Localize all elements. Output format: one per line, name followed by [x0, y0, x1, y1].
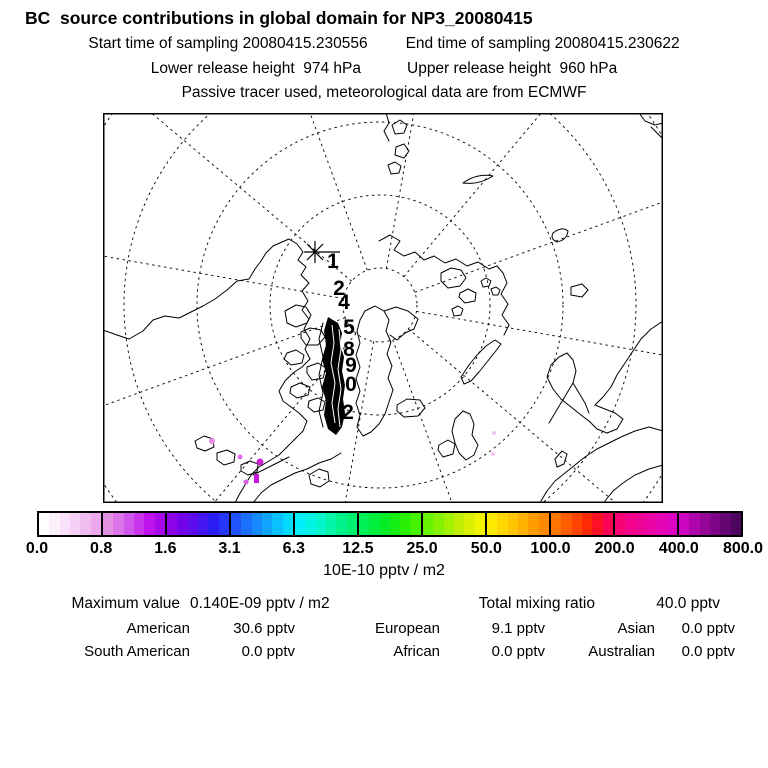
region-label: African [393, 643, 440, 660]
upper-release-text: Upper release height 960 hPa [407, 60, 618, 77]
region-label: Australian [588, 643, 655, 660]
total-ratio-value: 40.0 pptv [656, 595, 720, 612]
figure-title: BC source contributions in global domain… [25, 8, 533, 28]
total-ratio-label: Total mixing ratio [478, 595, 595, 612]
max-value-text: 0.140E-09 pptv / m2 [190, 595, 330, 612]
trajectory-number: 0 [345, 373, 357, 396]
hotspot-dot [254, 474, 259, 483]
colorbar-tick: 50.0 [470, 540, 502, 557]
tracer-note-text: Passive tracer used, meteorological data… [181, 84, 587, 101]
region-value: 9.1 pptv [491, 620, 545, 637]
hotspot-dot [491, 452, 495, 456]
colorbar-tick: 0.8 [90, 540, 113, 557]
colorbar-tick: 1.6 [154, 540, 177, 557]
hotspot-dot [237, 454, 243, 460]
release-height-line: Lower release height 974 hPa Upper releas… [0, 60, 768, 78]
start-time-text: Start time of sampling 20080415.230556 [88, 35, 368, 52]
contour-plume [318, 317, 345, 435]
region-value: 30.6 pptv [233, 620, 295, 637]
end-time-text: End time of sampling 20080415.230622 [405, 35, 680, 52]
hotspot-dot [492, 431, 496, 435]
region-label: Asian [617, 620, 655, 637]
colorbar-tick: 12.5 [342, 540, 374, 557]
stats-row-max: Maximum value 0.140E-09 pptv / m2 Total … [0, 595, 720, 613]
trajectory-number: 2 [333, 277, 345, 300]
colorbar-tick: 6.3 [282, 540, 305, 557]
lower-release-text: Lower release height 974 hPa [150, 60, 361, 77]
sampling-times-line: Start time of sampling 20080415.230556 En… [0, 35, 768, 53]
region-label: American [126, 620, 190, 637]
region-value: 0.0 pptv [681, 643, 735, 660]
region-value: 0.0 pptv [491, 643, 545, 660]
hotspot-dot [243, 479, 249, 485]
coastlines [103, 113, 663, 503]
trajectory-numbers: 1 2 4 5 8 9 0 2 [327, 250, 357, 424]
trajectory-number: 1 [327, 250, 339, 273]
hotspot-dot [209, 438, 215, 444]
colorbar-tick: 100.0 [530, 540, 571, 557]
colorbar-tick: 800.0 [722, 540, 764, 557]
release-star-marker [304, 241, 340, 263]
trajectory-number: 9 [345, 354, 357, 377]
region-label: South American [84, 643, 190, 660]
region-label: European [374, 620, 440, 637]
max-value-label: Maximum value [71, 595, 180, 612]
trajectory-number: 4 [338, 291, 350, 314]
map-frame [103, 113, 663, 503]
tracer-note-line: Passive tracer used, meteorological data… [0, 84, 768, 102]
colorbar-tick: 3.1 [218, 540, 241, 557]
colorbar-tick: 0.0 [25, 540, 49, 557]
map-canvas: 1 2 4 5 8 9 0 2 [103, 113, 663, 503]
hotspot-dots [209, 431, 496, 485]
colorbar-tick: 200.0 [594, 540, 635, 557]
colorbar [37, 511, 743, 537]
hotspot-dot [256, 458, 264, 466]
trajectory-number: 2 [342, 401, 354, 424]
trajectory-number: 5 [343, 316, 355, 339]
stats-row-2: South American 0.0 pptv African 0.0 pptv… [55, 643, 735, 660]
trajectory-number: 8 [343, 338, 355, 361]
graticule [103, 113, 663, 503]
colorbar-unit: 10E-10 pptv / m2 [323, 562, 445, 579]
colorbar-tick: 400.0 [658, 540, 699, 557]
stats-row-1: American 30.6 pptv European 9.1 pptv Asi… [55, 620, 735, 637]
region-value: 0.0 pptv [241, 643, 295, 660]
colorbar-tick: 25.0 [406, 540, 438, 557]
region-value: 0.0 pptv [681, 620, 735, 637]
polar-map: 1 2 4 5 8 9 0 2 [103, 113, 663, 503]
